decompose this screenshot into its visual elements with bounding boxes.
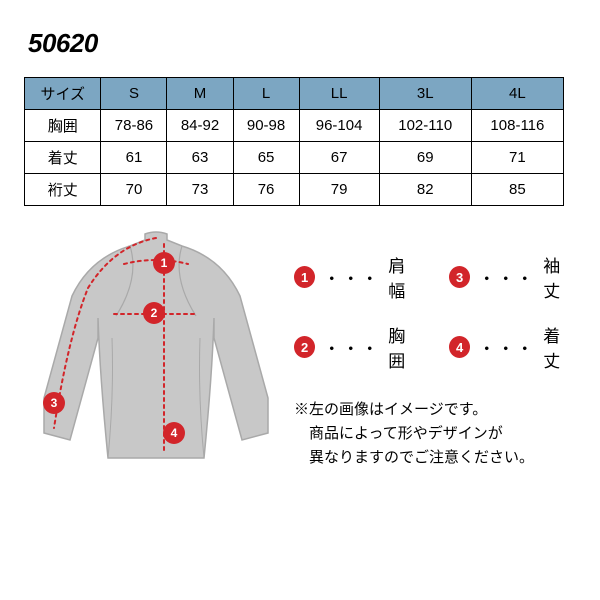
legend-dots: ・・・ (323, 265, 380, 290)
legend-label: 胸囲 (388, 322, 421, 372)
cell: 65 (233, 142, 299, 174)
cell: 84-92 (167, 110, 233, 142)
cell: 90-98 (233, 110, 299, 142)
col-header: 4L (471, 78, 563, 110)
legend-number-icon: 1 (294, 266, 315, 288)
legend-label: 着丈 (543, 322, 576, 372)
note-line: 異なりますのでご注意ください。 (294, 446, 576, 470)
cell: 69 (379, 142, 471, 174)
table-row: 裄丈 70 73 76 79 82 85 (25, 174, 564, 206)
cell: 71 (471, 142, 563, 174)
col-header: 3L (379, 78, 471, 110)
cell: 61 (101, 142, 167, 174)
col-header: S (101, 78, 167, 110)
cell: 70 (101, 174, 167, 206)
cell: 78-86 (101, 110, 167, 142)
legend-item: 1 ・・・ 肩幅 (294, 252, 421, 302)
cell: 108-116 (471, 110, 563, 142)
cell: 76 (233, 174, 299, 206)
row-label: 胸囲 (25, 110, 101, 142)
cell: 67 (299, 142, 379, 174)
table-row: 着丈 61 63 65 67 69 71 (25, 142, 564, 174)
row-label: 着丈 (25, 142, 101, 174)
legend-label: 肩幅 (388, 252, 421, 302)
legend-dots: ・・・ (478, 335, 535, 360)
shirt-diagram: 1 2 3 4 (36, 228, 276, 478)
legend-dots: ・・・ (323, 335, 380, 360)
note-line: ※左の画像はイメージです。 (294, 398, 576, 422)
cell: 63 (167, 142, 233, 174)
col-header: M (167, 78, 233, 110)
svg-text:3: 3 (51, 396, 58, 410)
product-code: 50620 (28, 28, 576, 59)
table-row: 胸囲 78-86 84-92 90-98 96-104 102-110 108-… (25, 110, 564, 142)
legend-item: 4 ・・・ 着丈 (449, 322, 576, 372)
cell: 82 (379, 174, 471, 206)
cell: 73 (167, 174, 233, 206)
legend-dots: ・・・ (478, 265, 535, 290)
svg-text:2: 2 (151, 306, 158, 320)
cell: 96-104 (299, 110, 379, 142)
measurement-legend: 1 ・・・ 肩幅 3 ・・・ 袖丈 2 ・・・ 胸囲 4 ・・・ 着丈 (294, 252, 576, 372)
disclaimer-note: ※左の画像はイメージです。 商品によって形やデザインが 異なりますのでご注意くだ… (294, 398, 576, 470)
cell: 102-110 (379, 110, 471, 142)
legend-item: 2 ・・・ 胸囲 (294, 322, 421, 372)
col-header: LL (299, 78, 379, 110)
cell: 85 (471, 174, 563, 206)
legend-number-icon: 4 (449, 336, 470, 358)
row-label: 裄丈 (25, 174, 101, 206)
col-header: サイズ (25, 78, 101, 110)
svg-text:4: 4 (171, 426, 178, 440)
size-table-header-row: サイズ S M L LL 3L 4L (25, 78, 564, 110)
note-line: 商品によって形やデザインが (294, 422, 576, 446)
legend-number-icon: 2 (294, 336, 315, 358)
svg-text:1: 1 (161, 256, 168, 270)
legend-number-icon: 3 (449, 266, 470, 288)
size-table: サイズ S M L LL 3L 4L 胸囲 78-86 84-92 90-98 … (24, 77, 564, 206)
cell: 79 (299, 174, 379, 206)
legend-item: 3 ・・・ 袖丈 (449, 252, 576, 302)
col-header: L (233, 78, 299, 110)
legend-label: 袖丈 (543, 252, 576, 302)
